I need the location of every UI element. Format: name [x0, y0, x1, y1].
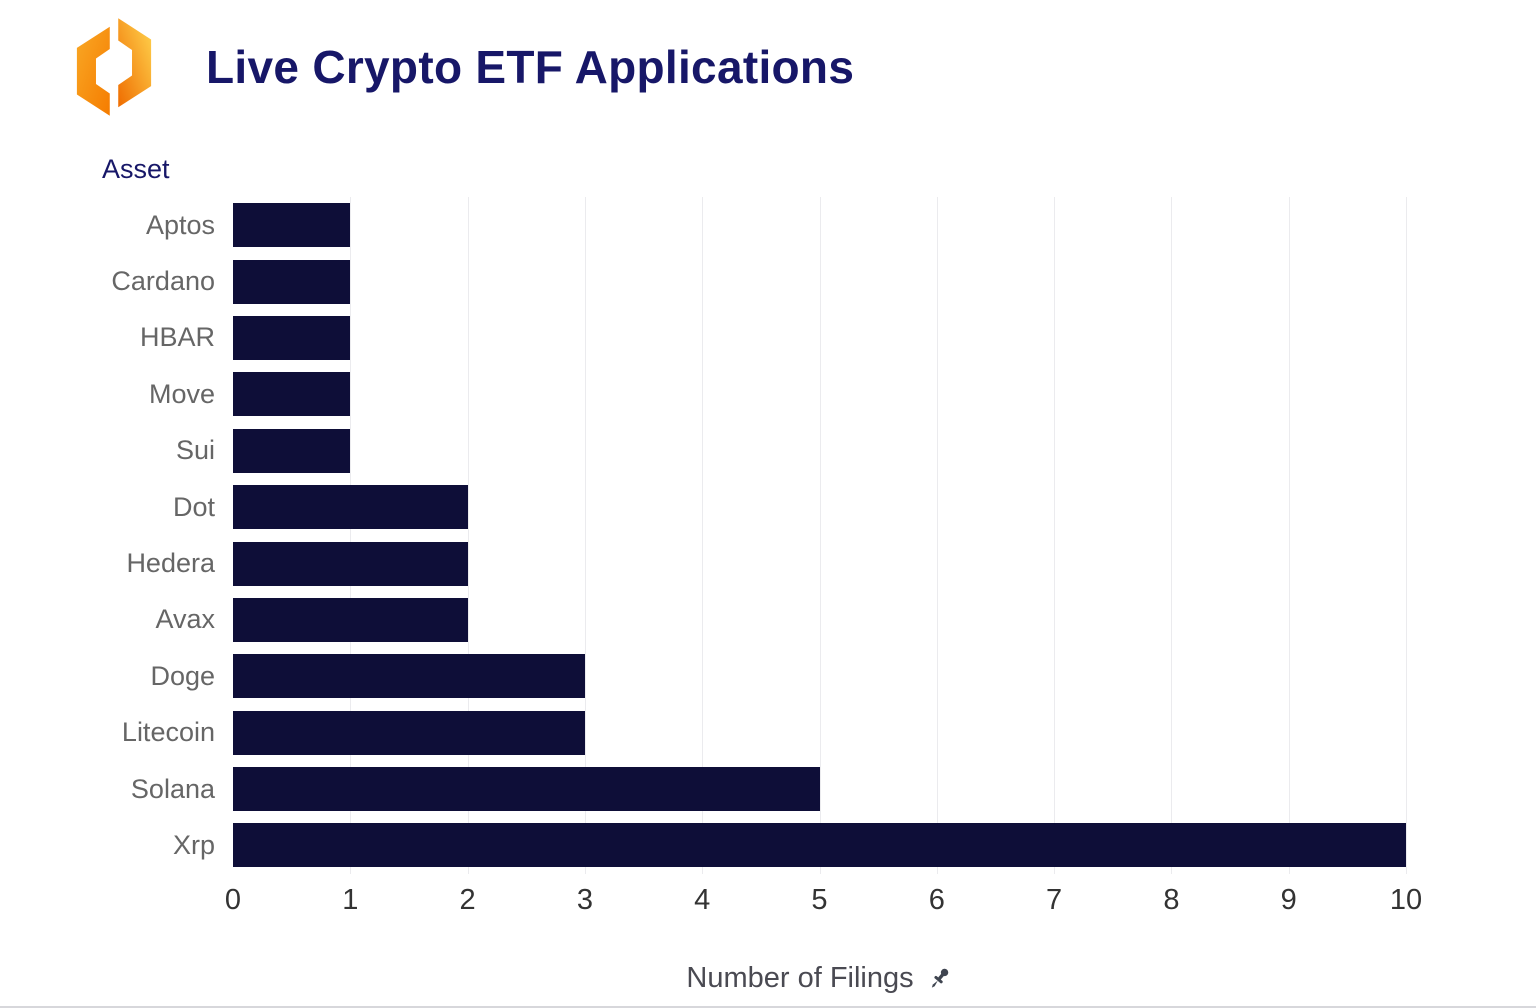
- bar-solana[interactable]: [233, 767, 820, 812]
- category-label: Doge: [150, 660, 215, 691]
- header: Live Crypto ETF Applications: [0, 0, 1536, 120]
- app-logo-icon: [76, 18, 152, 116]
- bar-chart: Asset Aptos Cardano HBAR Move Sui Dot Hedera Av…: [0, 154, 1536, 995]
- category-label: HBAR: [139, 322, 215, 353]
- bar-track: [233, 315, 1406, 360]
- pushpin-icon: [931, 968, 948, 988]
- chart-row: Sui: [0, 423, 1536, 479]
- category-label: Avax: [155, 604, 215, 635]
- bar-move[interactable]: [233, 372, 351, 417]
- x-axis-title: Number of Filings: [233, 962, 1406, 995]
- bar-track: [233, 710, 1406, 755]
- bar-hbar[interactable]: [233, 315, 351, 360]
- bar-track: [233, 597, 1406, 642]
- gridline: [702, 197, 704, 874]
- gridline: [1171, 197, 1173, 874]
- bar-sui[interactable]: [233, 428, 351, 473]
- chart-row: Dot: [0, 479, 1536, 535]
- x-tick-label: 2: [459, 883, 476, 916]
- x-axis-ticks: 0 1 2 3 4 5 6 7 8 9 10: [225, 883, 1422, 922]
- x-tick-label: 1: [342, 883, 359, 916]
- plot-area: Aptos Cardano HBAR Move Sui Dot Hedera Avax Doge…: [0, 197, 1536, 874]
- category-label: Xrp: [172, 829, 215, 860]
- x-tick-label: 7: [1046, 883, 1063, 916]
- x-tick-label: 10: [1389, 883, 1423, 916]
- chart-row: Cardano: [0, 253, 1536, 309]
- gridline: [819, 197, 821, 874]
- gridline: [1406, 197, 1407, 874]
- chart-row: Aptos: [0, 197, 1536, 253]
- bar-track: [233, 203, 1406, 248]
- x-axis-title-label: Number of Filings: [686, 961, 914, 994]
- chart-row: HBAR: [0, 310, 1536, 366]
- chart-row: Hedera: [0, 535, 1536, 591]
- y-axis-title: Asset: [102, 154, 170, 184]
- chart-row: Avax: [0, 592, 1536, 648]
- bar-track: [233, 259, 1406, 304]
- x-tick-label: 5: [811, 883, 828, 916]
- chart-row: Doge: [0, 648, 1536, 704]
- x-tick-label: 0: [224, 883, 242, 916]
- gridline: [936, 197, 938, 874]
- gridline: [467, 197, 469, 874]
- bar-track: [233, 485, 1406, 530]
- bar-dot[interactable]: [233, 485, 468, 530]
- category-label: Aptos: [145, 209, 215, 240]
- bar-litecoin[interactable]: [233, 710, 585, 755]
- chart-row: Litecoin: [0, 705, 1536, 761]
- bar-track: [233, 372, 1406, 417]
- category-label: Sui: [175, 435, 215, 466]
- gridline: [1054, 197, 1056, 874]
- bar-track: [233, 767, 1406, 812]
- x-tick-label: 4: [694, 883, 711, 916]
- x-tick-label: 8: [1163, 883, 1180, 916]
- bar-avax[interactable]: [233, 597, 468, 642]
- bar-track: [233, 823, 1406, 868]
- category-label: Hedera: [126, 548, 215, 579]
- chart-row: Xrp: [0, 817, 1536, 873]
- bar-doge[interactable]: [233, 654, 585, 699]
- x-tick-label: 6: [928, 883, 945, 916]
- category-label: Litecoin: [121, 717, 215, 748]
- bar-hedera[interactable]: [233, 541, 468, 586]
- bar-track: [233, 428, 1406, 473]
- bar-aptos[interactable]: [233, 203, 351, 248]
- gridline: [584, 197, 586, 874]
- bar-track: [233, 541, 1406, 586]
- chart-row: Solana: [0, 761, 1536, 817]
- bar-cardano[interactable]: [233, 259, 351, 304]
- bar-xrp[interactable]: [233, 823, 1406, 868]
- gridline: [1288, 197, 1290, 874]
- category-label: Dot: [172, 491, 215, 522]
- bar-track: [233, 654, 1406, 699]
- x-tick-label: 3: [576, 883, 593, 916]
- category-label: Move: [148, 378, 215, 409]
- gridline: [350, 197, 352, 874]
- chart-row: Move: [0, 366, 1536, 422]
- category-label: Cardano: [111, 266, 215, 297]
- gridlines: [233, 197, 1407, 874]
- page-title: Live Crypto ETF Applications: [206, 41, 855, 93]
- x-tick-label: 9: [1280, 883, 1297, 916]
- category-label: Solana: [130, 773, 215, 804]
